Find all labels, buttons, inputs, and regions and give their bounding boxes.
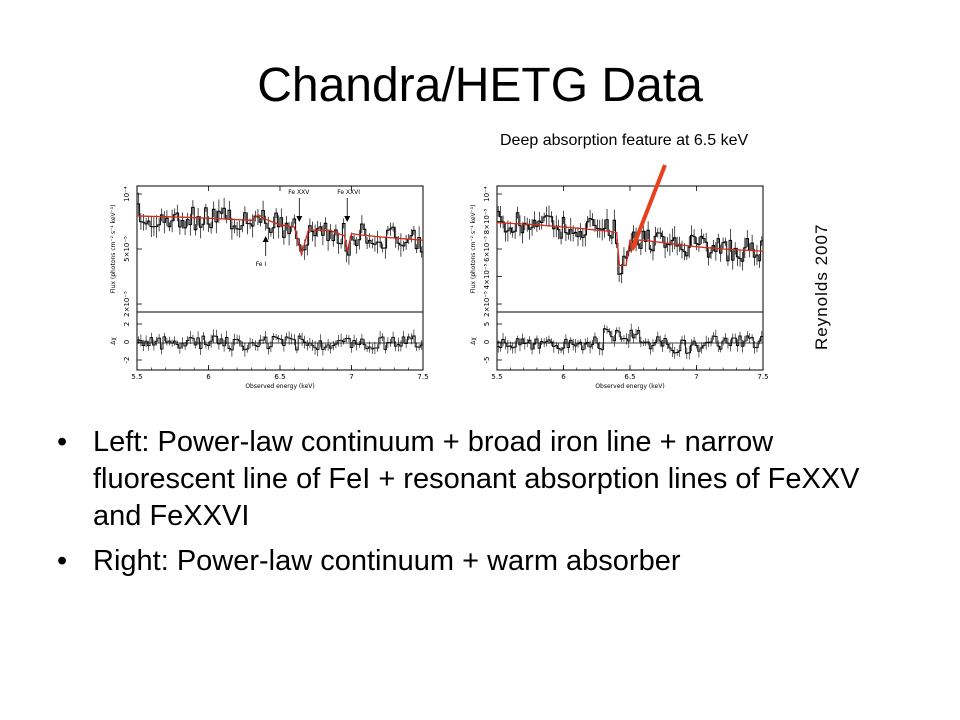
- x-tick-label: 5.5: [491, 373, 502, 381]
- bullet-left-description: • Left: Power-law continuum + broad iron…: [55, 424, 915, 535]
- bullet-text: Right: Power-law continuum + warm absorb…: [93, 545, 681, 577]
- x-tick-label: 5.5: [131, 373, 142, 381]
- x-tick-label: 6.5: [274, 373, 285, 381]
- y-tick-label: 2×10⁻⁵: [483, 291, 491, 317]
- y-tick-label: 8×10⁻⁵: [483, 208, 491, 234]
- residual-tick-label: -5: [483, 357, 491, 364]
- y-tick-label: 10⁻⁴: [483, 186, 491, 202]
- y-tick-label: 2×10⁻⁵: [123, 291, 131, 317]
- y-axis-label: Flux (photons cm⁻² s⁻¹ keV⁻¹): [470, 204, 477, 293]
- x-axis-label: Observed energy (keV): [595, 383, 664, 390]
- line-marker-head: [262, 236, 269, 242]
- residual-axis-label: Δχ: [110, 337, 117, 345]
- x-tick-label: 7.5: [417, 373, 428, 381]
- residual-tick-label: 2: [123, 322, 131, 326]
- model-line: [496, 221, 764, 267]
- right-spectrum-panel: 5.5 6 6.5 7 7.5 Observed energy (keV) Flux (ph…: [470, 185, 769, 390]
- y-tick-label: 10⁻⁴: [123, 186, 131, 202]
- residual-histogram: [497, 328, 763, 354]
- slide-title: Chandra/HETG Data: [257, 59, 703, 112]
- y-tick-label: 4×10⁻⁵: [483, 263, 491, 289]
- residual-tick-label: -2: [123, 357, 131, 364]
- y-tick-label: 5×10⁻⁵: [123, 236, 131, 262]
- data-histogram: [497, 210, 763, 275]
- residual-tick-label: 0: [483, 340, 491, 344]
- x-tick-label: 7.5: [757, 373, 768, 381]
- bullet-text: Left: Power-law continuum + broad iron l…: [93, 426, 860, 532]
- line-label-fexxvi: Fe XXVI: [337, 189, 360, 196]
- residual-tick-label: 5: [483, 322, 491, 326]
- x-tick-label: 6: [561, 373, 566, 381]
- model-line: [137, 214, 424, 257]
- bullet-dot: •: [57, 545, 68, 577]
- y-axis-label: Flux (photons cm⁻² s⁻¹ keV⁻¹): [110, 204, 117, 293]
- x-axis-label: Observed energy (keV): [245, 383, 314, 390]
- annotation-arrow: [630, 164, 667, 251]
- residual-axis-label: Δχ: [470, 337, 477, 345]
- data-histogram: [137, 203, 423, 256]
- line-marker-head: [344, 216, 351, 222]
- y-tick-label: 6×10⁻⁵: [483, 236, 491, 262]
- line-label-fei: Fe I: [256, 261, 267, 268]
- residual-histogram: [137, 335, 423, 351]
- line-marker-head: [296, 216, 303, 222]
- x-tick-label: 6.5: [624, 373, 635, 381]
- x-tick-label: 6: [206, 373, 211, 381]
- x-tick-label: 7: [349, 373, 353, 381]
- x-tick-label: 7: [694, 373, 698, 381]
- left-spectrum-panel: 5.5 6 6.5 7 7.5 Observed energy (keV) Flux (ph…: [110, 185, 429, 390]
- bullet-dot: •: [57, 426, 68, 458]
- line-label-fexxv: Fe XXV: [288, 189, 310, 196]
- bullet-right-description: • Right: Power-law continuum + warm abso…: [55, 543, 915, 580]
- residual-tick-label: 0: [123, 340, 131, 344]
- bullet-list: • Left: Power-law continuum + broad iron…: [55, 424, 915, 588]
- absorption-annotation: Deep absorption feature at 6.5 keV: [500, 132, 749, 149]
- spectrum-frame: [136, 185, 424, 313]
